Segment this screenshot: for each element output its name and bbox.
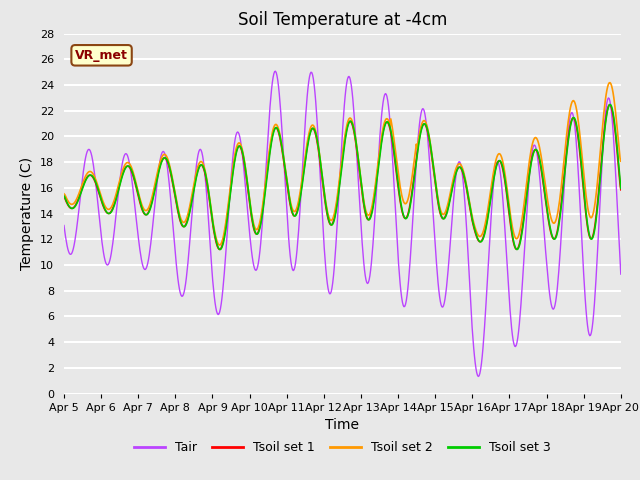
Y-axis label: Temperature (C): Temperature (C) bbox=[20, 157, 35, 270]
Text: VR_met: VR_met bbox=[75, 49, 128, 62]
Title: Soil Temperature at -4cm: Soil Temperature at -4cm bbox=[237, 11, 447, 29]
Legend: Tair, Tsoil set 1, Tsoil set 2, Tsoil set 3: Tair, Tsoil set 1, Tsoil set 2, Tsoil se… bbox=[129, 436, 556, 459]
X-axis label: Time: Time bbox=[325, 418, 360, 432]
